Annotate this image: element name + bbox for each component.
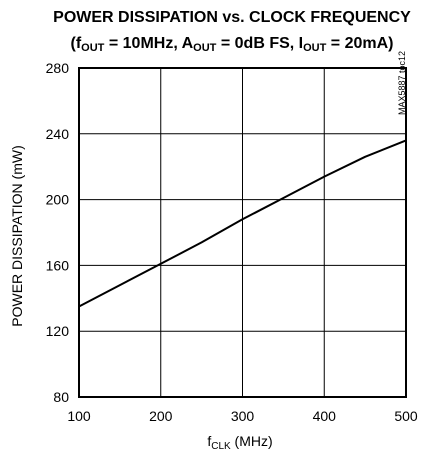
x-tick-labels: 100 200 300 400 500 <box>67 408 418 424</box>
x-tick-label: 100 <box>67 408 91 424</box>
xlabel-main: f <box>207 433 211 449</box>
y-tick-label: 80 <box>53 389 69 405</box>
y-tick-label: 200 <box>46 192 70 208</box>
xlabel-sub: CLK <box>211 441 231 452</box>
series-line <box>78 139 407 308</box>
y-tick-label: 280 <box>46 60 70 76</box>
xlabel-rest: (MHz) <box>231 433 273 449</box>
y-tick-label: 160 <box>46 257 70 273</box>
plot-frame <box>78 67 407 398</box>
y-tick-label: 240 <box>46 126 70 142</box>
chart-title-line1: POWER DISSIPATION vs. CLOCK FREQUENCY <box>53 9 411 26</box>
x-tick-label: 200 <box>149 408 173 424</box>
title2-part1: = 10MHz, A <box>104 35 193 52</box>
x-tick-label: 500 <box>394 408 418 424</box>
x-tick-label: 300 <box>231 408 255 424</box>
title2-part3: = 20mA) <box>326 35 393 52</box>
x-tick-label: 400 <box>313 408 337 424</box>
y-axis-label: POWER DISSIPATION (mW) <box>9 145 25 326</box>
title2-a-sub: OUT <box>193 42 217 54</box>
x-axis-label: fCLK (MHz) <box>207 433 272 452</box>
title2-part2: = 0dB FS, I <box>216 35 303 52</box>
title2-i-sub: OUT <box>303 42 327 54</box>
title2-open: (f <box>71 35 82 52</box>
y-tick-label: 120 <box>46 323 70 339</box>
watermark: MAX5887 toc12 <box>397 51 407 115</box>
y-tick-labels: 80 120 160 200 240 280 <box>46 60 70 405</box>
title2-f-sub: OUT <box>81 42 105 54</box>
chart-title-line2: (fOUT = 10MHz, AOUT = 0dB FS, IOUT = 20m… <box>71 35 394 54</box>
grid-lines <box>79 68 406 397</box>
series-layer <box>78 139 407 308</box>
